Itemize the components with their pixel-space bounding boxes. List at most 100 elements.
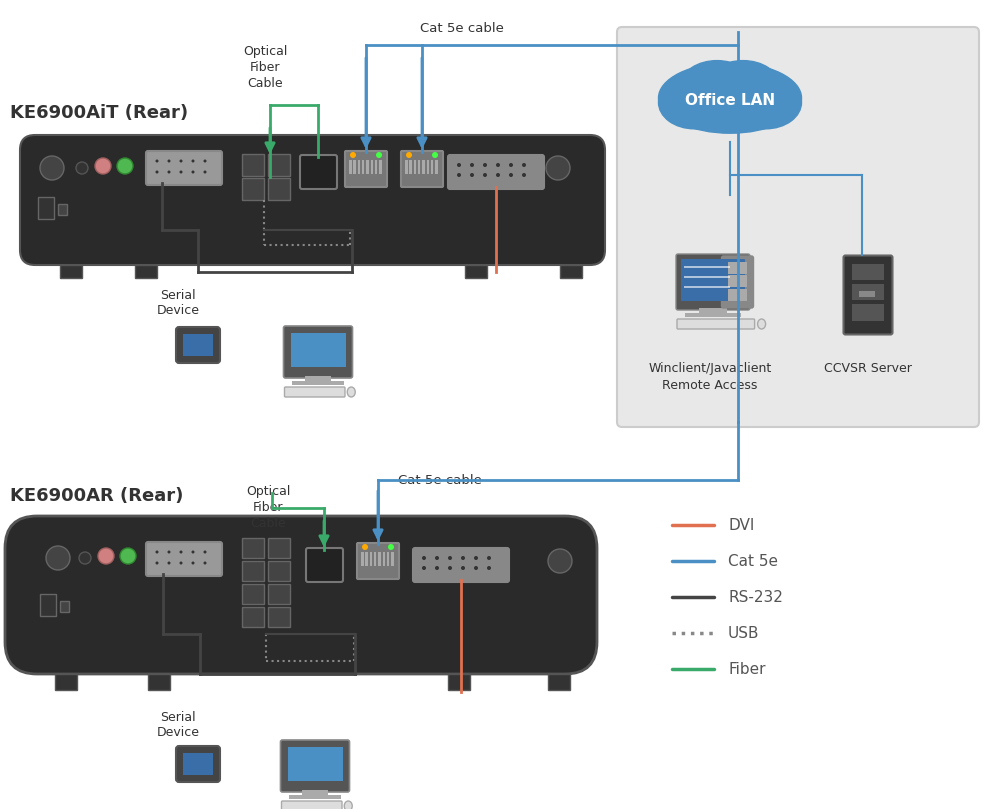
FancyBboxPatch shape [176,746,220,782]
Circle shape [192,159,195,163]
FancyBboxPatch shape [5,516,597,674]
Bar [852,284,884,300]
Text: Serial
Device: Serial Device [156,711,200,739]
Circle shape [180,159,183,163]
FancyBboxPatch shape [281,801,342,809]
Text: DVI: DVI [728,518,754,532]
Bar [374,552,376,566]
Circle shape [350,152,356,158]
Bar [268,154,290,176]
Bar [859,291,875,297]
Bar [367,160,369,174]
Bar [366,552,368,566]
Bar [727,262,747,273]
Bar [183,334,213,356]
Circle shape [203,550,206,553]
Circle shape [180,561,183,565]
Ellipse shape [758,319,766,329]
Bar [292,381,344,385]
Circle shape [461,566,465,570]
Circle shape [422,566,426,570]
Text: KE6900AR (Rear): KE6900AR (Rear) [10,487,184,505]
Bar [684,276,730,278]
Circle shape [474,566,478,570]
Circle shape [448,566,452,570]
Circle shape [203,171,206,173]
FancyBboxPatch shape [306,548,343,582]
Text: Serial
Device: Serial Device [156,289,200,317]
Circle shape [487,556,491,560]
Ellipse shape [730,76,801,129]
Circle shape [461,556,465,560]
Circle shape [180,171,183,173]
FancyBboxPatch shape [300,155,337,189]
Circle shape [362,544,368,550]
Circle shape [546,156,570,180]
Ellipse shape [347,387,355,397]
Bar [386,552,389,566]
Bar [362,160,365,174]
Circle shape [167,561,170,565]
Bar [382,552,385,566]
Circle shape [155,561,158,565]
Bar [135,265,157,278]
Bar [409,160,412,174]
Circle shape [79,552,91,564]
Circle shape [167,159,170,163]
Circle shape [522,173,526,177]
Bar [435,160,437,174]
Circle shape [155,171,158,173]
Bar [268,561,290,581]
Text: Office LAN: Office LAN [685,92,775,108]
FancyBboxPatch shape [681,259,745,301]
Bar [60,265,82,278]
Circle shape [167,171,170,173]
FancyBboxPatch shape [448,155,544,189]
Circle shape [192,550,195,553]
Circle shape [76,162,88,174]
Circle shape [203,561,206,565]
Bar [358,160,360,174]
Circle shape [155,159,158,163]
Bar [727,289,747,301]
Text: Optical
Fiber
Cable: Optical Fiber Cable [243,45,287,90]
Bar [242,584,264,604]
Bar [427,160,429,174]
Bar [852,264,884,280]
Bar [379,160,381,174]
Circle shape [435,556,439,560]
Circle shape [457,173,461,177]
Text: Cat 5e cable: Cat 5e cable [398,473,482,486]
Bar [55,674,77,690]
Bar [465,265,487,278]
Circle shape [483,163,487,167]
Bar [370,552,373,566]
Bar [405,160,408,174]
FancyBboxPatch shape [283,326,353,378]
Bar [353,160,356,174]
Bar [431,160,434,174]
Circle shape [40,156,64,180]
Circle shape [548,549,572,573]
Circle shape [376,152,382,158]
Bar [60,601,69,612]
FancyBboxPatch shape [677,319,755,329]
Text: Cat 5e: Cat 5e [728,553,778,569]
Circle shape [406,152,412,158]
Text: Fiber: Fiber [728,662,766,676]
Bar [418,160,421,174]
Circle shape [496,173,500,177]
Text: Winclient/Javaclient
Remote Access: Winclient/Javaclient Remote Access [649,362,772,392]
Circle shape [422,556,426,560]
Circle shape [457,163,461,167]
Bar [58,204,67,215]
Bar [38,197,54,219]
Text: Cat 5e cable: Cat 5e cable [420,22,504,35]
FancyBboxPatch shape [176,327,220,363]
Ellipse shape [659,63,801,133]
Circle shape [522,163,526,167]
Circle shape [483,173,487,177]
Text: KE6900AiT (Rear): KE6900AiT (Rear) [10,104,188,122]
Bar [148,674,170,690]
Bar [289,795,341,799]
